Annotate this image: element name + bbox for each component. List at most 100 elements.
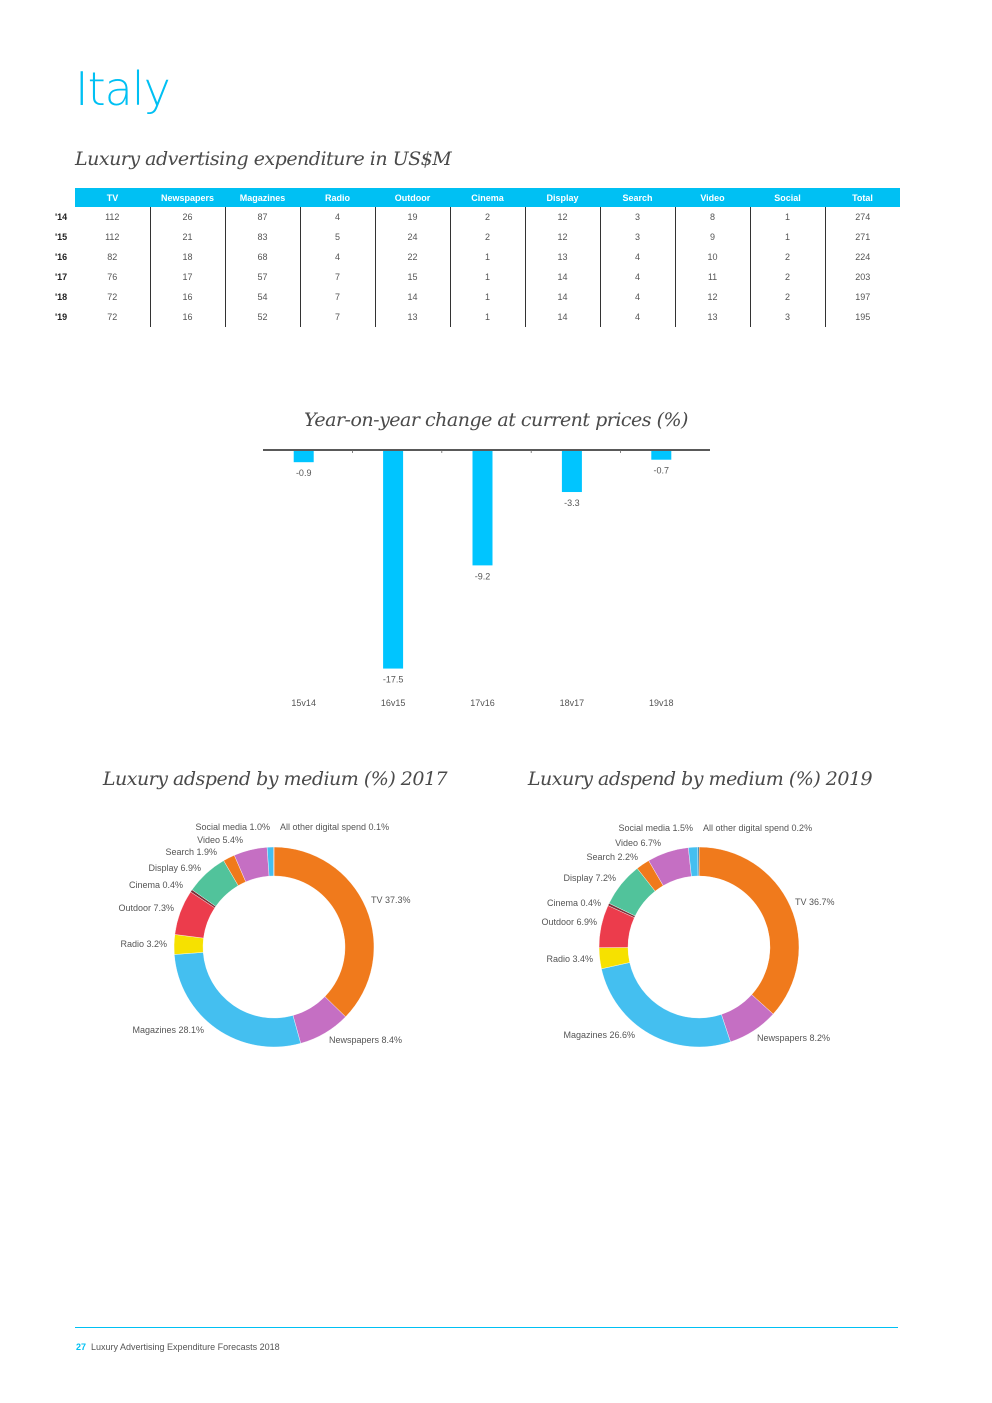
table-cell: 12: [674, 287, 750, 307]
donut-2019-title: Luxury adspend by medium (%) 2019: [527, 768, 873, 790]
table-row: '18 72 16 54 7 14 1 14 4 12 2 197: [50, 287, 900, 307]
bar-chart-title: Year-on-year change at current prices (%…: [304, 409, 688, 431]
slice-label: Display 6.9%: [148, 863, 201, 873]
column-header-outdoor: Outdoor: [375, 188, 450, 207]
donut-chart-2017: TV 37.3% Newspapers 8.4% Magazines 28.1% Ra…: [118, 822, 411, 1048]
table-cell: 87: [224, 207, 300, 227]
table-row: '17 76 17 57 7 15 1 14 4 11 2 203: [50, 267, 900, 287]
table-cell: 14: [524, 267, 600, 287]
page-number: 27: [76, 1342, 87, 1352]
row-year: '14: [55, 212, 68, 222]
slice-label: TV 36.7%: [795, 897, 835, 907]
table-row: '14 112 26 87 4 19 2 12 3 8 1 274: [50, 207, 900, 227]
slice-label: Cinema 0.4%: [129, 880, 183, 890]
expenditure-table: TV Newspapers Magazines Radio Outdoor Cinema D…: [50, 188, 900, 327]
table-cell: 2: [749, 267, 825, 287]
column-header-social: Social: [750, 188, 825, 207]
bar-17v16: [472, 451, 493, 566]
table-cell: 19: [374, 207, 450, 227]
table-cell: 7: [299, 307, 375, 327]
bar-18v17: [561, 451, 582, 493]
footer-text: Luxury Advertising Expenditure Forecasts…: [91, 1342, 280, 1352]
table-cell: 4: [599, 287, 675, 307]
bar-value-label: -9.2: [475, 571, 491, 581]
table-cell: 10: [674, 247, 750, 267]
table-cell: 12: [524, 227, 600, 247]
table-cell: 14: [374, 287, 450, 307]
table-cell: 1: [749, 207, 825, 227]
table-cell: 26: [149, 207, 225, 227]
slice-label: Display 7.2%: [563, 873, 616, 883]
column-header-radio: Radio: [300, 188, 375, 207]
table-cell: 83: [224, 227, 300, 247]
slice-label: Search 2.2%: [586, 852, 638, 862]
column-header-video: Video: [675, 188, 750, 207]
column-header-search: Search: [600, 188, 675, 207]
slice-label: Newspapers 8.2%: [757, 1033, 830, 1043]
slice-label: Outdoor 6.9%: [541, 917, 597, 927]
slice-all-other-digital-spend: [697, 846, 700, 877]
table-cell: 9: [674, 227, 750, 247]
bar-value-label: -0.9: [296, 468, 312, 478]
table-cell: 1: [449, 287, 525, 307]
column-header-newspapers: Newspapers: [150, 188, 225, 207]
slice-label: Social media 1.0%: [195, 822, 270, 832]
bar-value-label: -0.7: [654, 466, 670, 476]
table-cell: 68: [224, 247, 300, 267]
table-cell: 1: [749, 227, 825, 247]
table-row: '15 112 21 83 5 24 2 12 3 9 1 271: [50, 227, 900, 247]
slice-label: TV 37.3%: [371, 895, 411, 905]
table-cell: 3: [749, 307, 825, 327]
slice-label: Video 6.7%: [615, 838, 661, 848]
table-cell: 16: [149, 287, 225, 307]
table-cell: 3: [599, 207, 675, 227]
row-year: '19: [55, 312, 68, 322]
column-header-magazines: Magazines: [225, 188, 300, 207]
table-row: '19 72 16 52 7 13 1 14 4 13 3 195: [50, 307, 900, 327]
column-header-tv: TV: [75, 188, 150, 207]
table-cell: 197: [824, 287, 900, 307]
table-cell: 14: [524, 307, 600, 327]
slice-label: Magazines 26.6%: [563, 1030, 635, 1040]
table-cell: 82: [107, 252, 118, 262]
table-cell: 76: [107, 272, 118, 282]
table-cell: 4: [299, 207, 375, 227]
table-cell: 8: [674, 207, 750, 227]
table-row: '16 82 18 68 4 22 1 13 4 10 2 224: [50, 247, 900, 267]
table-cell: 21: [149, 227, 225, 247]
table-cell: 3: [599, 227, 675, 247]
table-cell: 52: [224, 307, 300, 327]
table-cell: 17: [149, 267, 225, 287]
table-cell: 112: [105, 212, 120, 222]
table-cell: 2: [749, 287, 825, 307]
slice-label: Cinema 0.4%: [547, 898, 601, 908]
bar-16v15: [383, 451, 404, 669]
table-cell: 14: [524, 287, 600, 307]
slice-label: Search 1.9%: [165, 847, 217, 857]
footer-divider: [75, 1327, 898, 1328]
table-cell: 54: [224, 287, 300, 307]
table-cell: 12: [524, 207, 600, 227]
table-header-row: TV Newspapers Magazines Radio Outdoor Cinema D…: [50, 188, 900, 207]
row-year: '18: [55, 292, 68, 302]
table-title: Luxury advertising expenditure in US$M: [75, 148, 452, 170]
slice-all-other-digital-spend: [273, 846, 275, 877]
bar-19v18: [651, 451, 672, 460]
table-cell: 4: [599, 247, 675, 267]
bar-category-label: 16v15: [381, 698, 406, 708]
bar-category-label: 18v17: [560, 698, 585, 708]
table-cell: 16: [149, 307, 225, 327]
slice-label: Video 5.4%: [197, 835, 243, 845]
slice-label: Radio 3.2%: [120, 939, 167, 949]
table-cell: 2: [449, 227, 525, 247]
table-cell: 1: [449, 307, 525, 327]
table-cell: 5: [299, 227, 375, 247]
slice-tv: [698, 846, 800, 1015]
slice-tv: [273, 846, 375, 1018]
bar-value-label: -3.3: [564, 498, 580, 508]
table-cell: 7: [299, 287, 375, 307]
table-cell: 11: [674, 267, 750, 287]
table-cell: 195: [824, 307, 900, 327]
table-cell: 224: [824, 247, 900, 267]
table-cell: 7: [299, 267, 375, 287]
